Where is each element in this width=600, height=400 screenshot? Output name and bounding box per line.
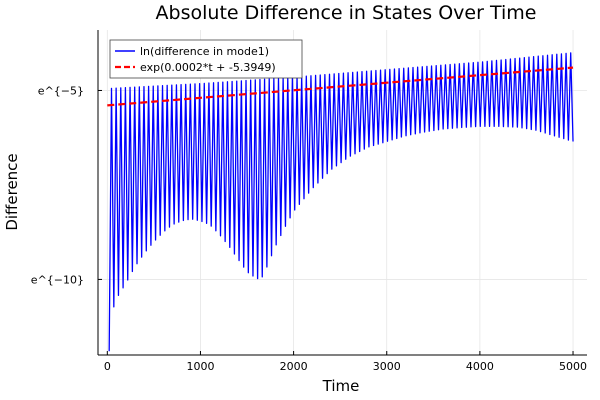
grid-lines <box>98 30 587 355</box>
x-tick-label-4: 4000 <box>466 360 494 373</box>
y-tick-label-0: e^{−10} <box>31 273 84 286</box>
legend-label-series-1: ln(difference in mode1) <box>140 45 269 58</box>
y-tick-label-1: e^{−5} <box>38 84 84 97</box>
y-axis-label: Difference <box>3 153 21 230</box>
x-tick-label-5: 5000 <box>559 360 587 373</box>
chart-title: Absolute Difference in States Over Time <box>156 2 537 24</box>
axes <box>97 30 587 356</box>
tick-labels: 0 1000 2000 3000 4000 5000 e^{−10} e^{−5} <box>31 84 587 373</box>
x-axis-label: Time <box>322 377 360 395</box>
x-tick-label-2: 2000 <box>280 360 308 373</box>
x-tick-label-0: 0 <box>104 360 111 373</box>
series-line-fit <box>107 66 574 107</box>
series-line-mode1 <box>108 52 574 352</box>
plot-area <box>107 52 574 352</box>
x-tick-label-3: 3000 <box>373 360 401 373</box>
legend-label-series-2: exp(0.0002*t + -5.3949) <box>140 61 276 74</box>
x-tick-label-1: 1000 <box>186 360 214 373</box>
legend-box <box>109 39 303 79</box>
legend: ln(difference in mode1) exp(0.0002*t + -… <box>109 39 303 79</box>
